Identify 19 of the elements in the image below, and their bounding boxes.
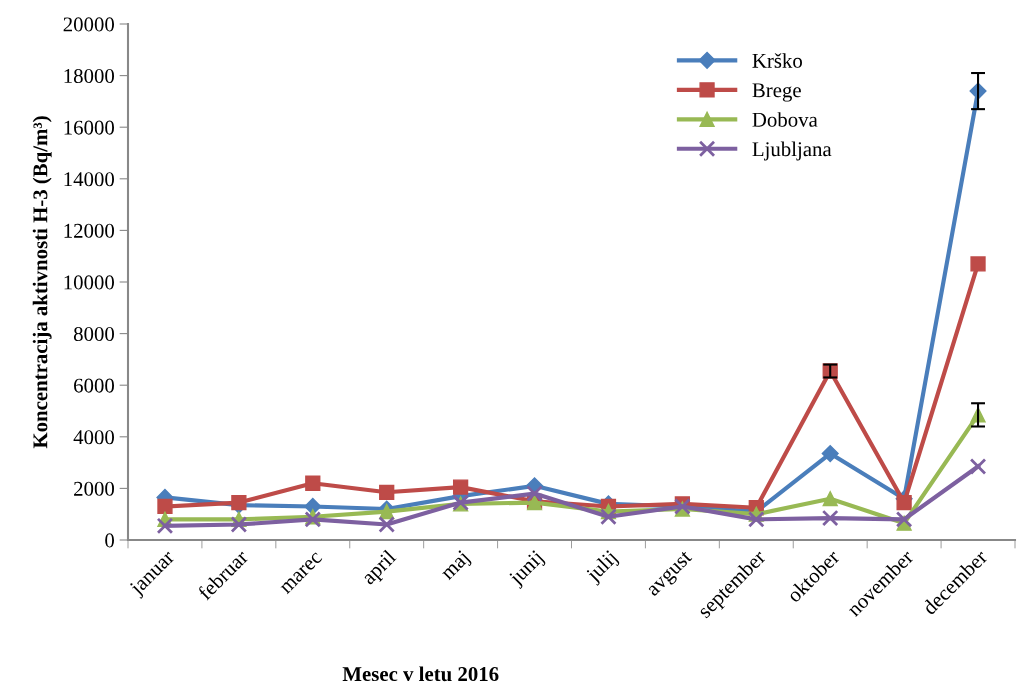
y-tick-label: 12000 bbox=[64, 223, 115, 238]
y-tick-label: 14000 bbox=[64, 172, 115, 187]
legend-label: Dobova bbox=[752, 112, 818, 127]
y-tick-label: 16000 bbox=[64, 120, 115, 135]
x-tick-label: maj bbox=[439, 550, 473, 584]
y-axis-title: Koncentracija aktivnosti H-3 (Bq/m³) bbox=[32, 116, 52, 449]
y-tick-label: 20000 bbox=[63, 17, 115, 32]
y-tick-label: 18000 bbox=[64, 68, 115, 84]
y-tick-label: 0 bbox=[105, 533, 115, 548]
y-tick-label: 6000 bbox=[74, 378, 115, 393]
x-axis-title: Mesec v letu 2016 bbox=[342, 666, 499, 682]
legend-label: Krško bbox=[752, 53, 802, 68]
y-tick-label: 2000 bbox=[74, 481, 115, 496]
legend-label: Brege bbox=[752, 83, 801, 102]
y-tick-label: 8000 bbox=[73, 326, 115, 342]
y-tick-label: 4000 bbox=[73, 430, 115, 445]
legend-label: Ljubljana bbox=[752, 141, 832, 161]
y-tick-label: 10000 bbox=[64, 275, 115, 290]
x-tick-label: april bbox=[360, 548, 400, 589]
